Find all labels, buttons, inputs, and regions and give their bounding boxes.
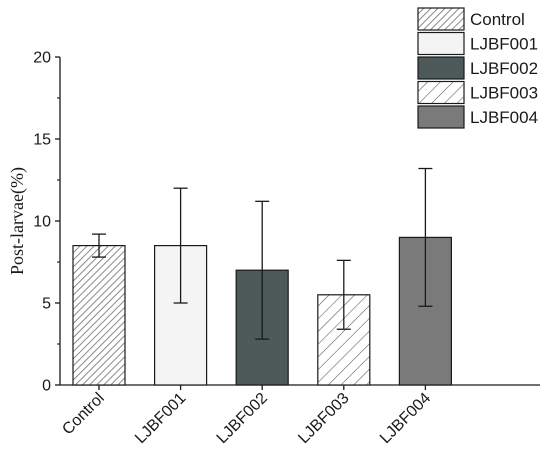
legend-label: LJBF001	[470, 35, 538, 54]
legend-swatch	[417, 56, 465, 80]
y-tick-label: 20	[33, 50, 51, 67]
legend-swatch	[417, 7, 465, 31]
x-tick-label: Control	[59, 390, 107, 438]
legend-swatch	[417, 105, 465, 129]
y-tick-label: 15	[33, 132, 51, 149]
y-axis-label: Post-larvae(%)	[7, 167, 28, 275]
x-tick-label: LJBF002	[214, 390, 271, 447]
bar	[72, 245, 126, 386]
bars	[72, 236, 452, 386]
legend-label: LJBF002	[470, 59, 538, 78]
legend-label: Control	[470, 10, 525, 29]
y-tick-label: 0	[42, 378, 51, 395]
error-bars	[92, 167, 433, 340]
legend: Control LJBF001 LJBF002 LJBF003 LJBF004	[417, 7, 538, 129]
x-tick-label: LJBF004	[377, 390, 434, 447]
legend-swatch	[417, 80, 465, 105]
y-tick-label: 5	[42, 296, 51, 313]
x-tick-label: LJBF001	[132, 390, 189, 447]
legend-swatch	[417, 31, 465, 56]
x-tick-label: LJBF003	[295, 390, 352, 447]
y-tick-label: 10	[33, 214, 51, 231]
legend-label: LJBF003	[470, 84, 538, 103]
legend-label: LJBF004	[470, 108, 538, 127]
